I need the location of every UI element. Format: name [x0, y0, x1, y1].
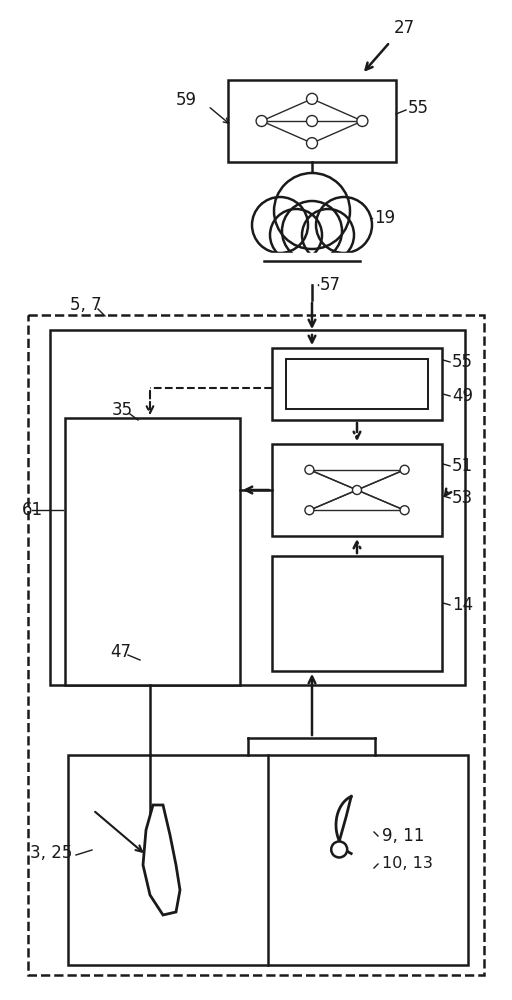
Text: 10, 13: 10, 13	[382, 856, 433, 871]
Circle shape	[305, 465, 314, 474]
Bar	[272, 444, 442, 536]
Text: 51: 51	[452, 457, 473, 475]
Bar	[272, 556, 442, 671]
Circle shape	[331, 841, 347, 857]
Circle shape	[307, 138, 317, 149]
Circle shape	[316, 197, 372, 253]
Bar	[50, 330, 465, 685]
Circle shape	[305, 506, 314, 515]
Circle shape	[256, 115, 267, 126]
Circle shape	[307, 115, 317, 126]
Circle shape	[302, 209, 354, 261]
Bar	[65, 418, 240, 685]
Text: 49: 49	[452, 387, 473, 405]
Bar	[228, 80, 396, 162]
Bar	[272, 348, 442, 420]
Circle shape	[282, 201, 342, 261]
Text: 35: 35	[112, 401, 133, 419]
Circle shape	[252, 197, 308, 253]
Text: 3, 25: 3, 25	[30, 844, 72, 862]
Text: 55: 55	[452, 353, 473, 371]
Circle shape	[274, 173, 350, 249]
Circle shape	[352, 486, 361, 494]
Text: 14: 14	[452, 596, 473, 614]
Circle shape	[307, 93, 317, 104]
Bar	[68, 755, 468, 965]
Circle shape	[400, 465, 409, 474]
Circle shape	[400, 506, 409, 515]
Text: 57: 57	[320, 276, 341, 294]
Circle shape	[357, 115, 368, 126]
Text: 27: 27	[394, 19, 415, 37]
Text: 59: 59	[176, 91, 197, 109]
Text: 5, 7: 5, 7	[70, 296, 101, 314]
Text: 47: 47	[110, 643, 131, 661]
Text: 9, 11: 9, 11	[382, 827, 424, 845]
Circle shape	[270, 209, 322, 261]
Bar	[286, 359, 428, 409]
Bar	[28, 315, 484, 975]
Polygon shape	[143, 805, 180, 915]
Text: 55: 55	[408, 99, 429, 117]
Text: 61: 61	[22, 501, 43, 519]
Text: 19: 19	[374, 209, 395, 227]
Text: 53: 53	[452, 489, 473, 507]
